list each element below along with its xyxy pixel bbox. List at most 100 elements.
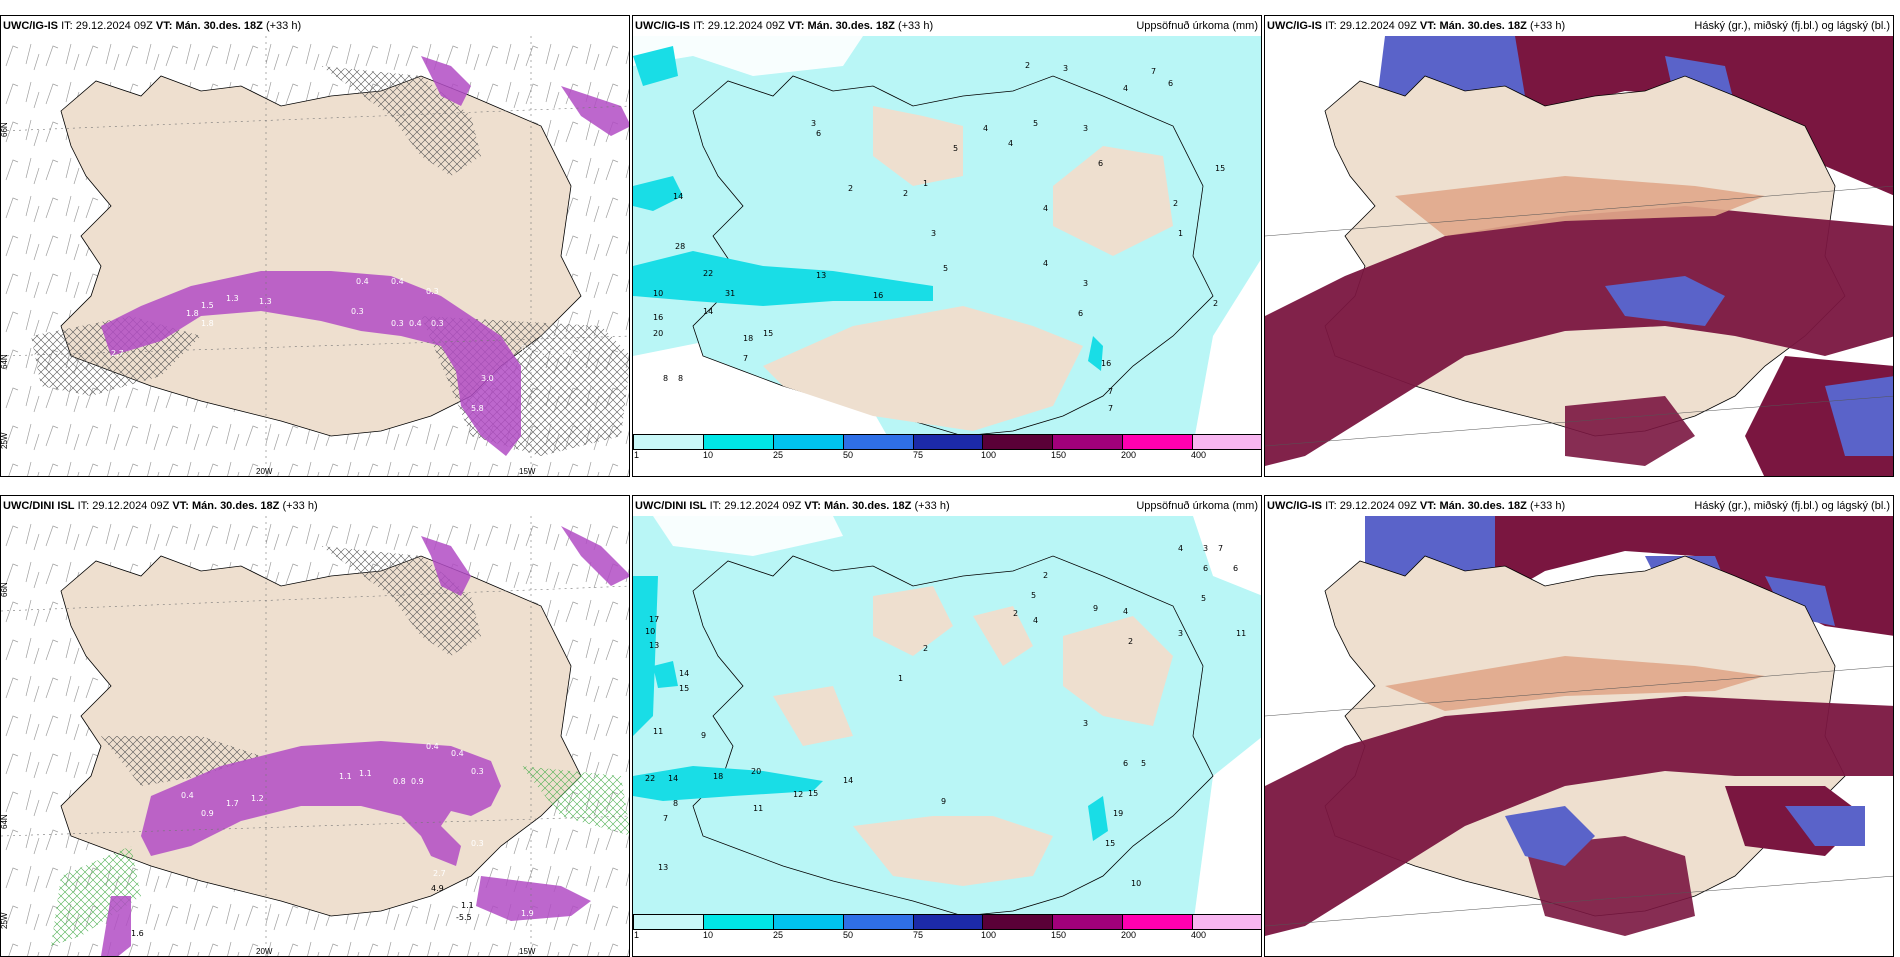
precip-value: 2.7 xyxy=(111,349,124,358)
model-name: UWC/IG-IS xyxy=(1267,20,1322,32)
precip-value: 6 xyxy=(816,129,821,138)
lead-time: (+33 h) xyxy=(1529,500,1566,512)
precip-value: 14 xyxy=(679,669,689,678)
colorbar-label: 100 xyxy=(981,930,997,940)
lon-label: 15W xyxy=(519,947,536,956)
lat-label: 64N xyxy=(1,354,9,369)
precip-value: 5 xyxy=(1031,591,1036,600)
precip-value: 14 xyxy=(668,774,678,783)
dry-area xyxy=(1063,616,1173,726)
precip-value: 20 xyxy=(653,329,663,338)
panel-clouds-ig-is-2: UWC/IG-IS IT: 29.12.2024 09Z VT: Mán. 30… xyxy=(1264,495,1894,957)
precip-value: 18 xyxy=(743,334,753,343)
it-label: IT: xyxy=(1325,500,1337,512)
precip-value: 15 xyxy=(808,789,818,798)
vt-label: VT: xyxy=(155,20,173,32)
colorbar-label: 150 xyxy=(1051,930,1067,940)
vt-label: VT: xyxy=(787,20,805,32)
it-label: IT: xyxy=(1325,20,1337,32)
init-time: 29.12.2024 09Z xyxy=(724,500,802,512)
precip-value: 1.8 xyxy=(201,319,214,328)
colorbar-swatch xyxy=(703,915,774,929)
precip-value: 3 xyxy=(1203,544,1208,553)
init-time: 29.12.2024 09Z xyxy=(1339,20,1417,32)
valid-time: Mán. 30.des. 18Z xyxy=(175,20,263,32)
init-time: 29.12.2024 09Z xyxy=(92,500,170,512)
precip-value: 1 xyxy=(923,179,928,188)
panel-header: UWC/IG-IS IT: 29.12.2024 09Z VT: Mán. 30… xyxy=(633,16,1261,36)
precip-value: 22 xyxy=(703,269,713,278)
vt-label: VT: xyxy=(1419,20,1437,32)
precip-value: 16 xyxy=(873,291,883,300)
precip-value: 16 xyxy=(653,313,663,322)
panel-wind-ig-is: UWC/IG-IS IT: 29.12.2024 09Z VT: Mán. 30… xyxy=(0,15,630,477)
precip-value: 15 xyxy=(1105,839,1115,848)
lat-label: 66N xyxy=(1,122,9,137)
precip-value: 14 xyxy=(703,307,713,316)
precip-value: 10 xyxy=(1131,879,1141,888)
it-label: IT: xyxy=(693,20,705,32)
precip-value: 1.3 xyxy=(259,297,272,306)
colorbar-label: 1 xyxy=(634,450,640,460)
precip-value: 3 xyxy=(1083,124,1088,133)
precip-value: 4 xyxy=(1008,139,1013,148)
panel-title: Háský (gr.), miðský (fj.bl.) og lágský (… xyxy=(1694,500,1890,512)
vt-label: VT: xyxy=(804,500,821,512)
precip-value: 4 xyxy=(983,124,988,133)
precip-value: 7 xyxy=(1108,404,1113,413)
lon-label: 20W xyxy=(256,947,273,956)
colorbar-swatch xyxy=(634,435,704,449)
panel-precip-ig-is: UWC/IG-IS IT: 29.12.2024 09Z VT: Mán. 30… xyxy=(632,15,1262,477)
precip-value: 17 xyxy=(649,615,659,624)
precip-value: 4 xyxy=(1123,84,1128,93)
panel-precip-dini: UWC/DINI ISL IT: 29.12.2024 09Z VT: Mán.… xyxy=(632,495,1262,957)
lat-label: 66N xyxy=(1,582,9,597)
precip-value: 9 xyxy=(941,797,946,806)
precip-value: 4 xyxy=(1178,544,1183,553)
precip-value: 5 xyxy=(1201,594,1206,603)
valid-time: Mán. 30.des. 18Z xyxy=(807,20,895,32)
precip-value: 0.3 xyxy=(521,344,534,353)
precip-value: 3 xyxy=(811,119,816,128)
precip-value: 1.2 xyxy=(251,794,264,803)
precip-value: 6 xyxy=(1168,79,1173,88)
colorbar-label: 400 xyxy=(1191,450,1207,460)
precip-value: 1.9 xyxy=(521,909,534,918)
panel-title: Uppsöfnuð úrkoma (mm) xyxy=(1136,20,1258,32)
precip-value: 2 xyxy=(1213,299,1218,308)
it-label: IT: xyxy=(77,500,90,512)
precip-value: 1.3 xyxy=(226,294,239,303)
cyan-patch-east xyxy=(1088,336,1103,371)
map-area: 66N 64N 25W 20W 15W 0.4 0.4 0.3 1.1 1.1 … xyxy=(1,516,629,956)
colorbar-swatch xyxy=(843,435,914,449)
precip-north xyxy=(421,56,471,106)
precip-value: 16 xyxy=(1101,359,1111,368)
precip-value: 3 xyxy=(931,229,936,238)
precip-value: 3 xyxy=(1063,64,1068,73)
precip-value: 8 xyxy=(663,374,668,383)
colorbar-label: 400 xyxy=(1191,930,1207,940)
panel-clouds-ig-is: UWC/IG-IS IT: 29.12.2024 09Z VT: Mán. 30… xyxy=(1264,15,1894,477)
colorbar-swatch xyxy=(1123,435,1194,449)
dry-area xyxy=(873,586,953,656)
dry-area xyxy=(853,816,1053,886)
colorbar-label: 100 xyxy=(981,450,997,460)
colorbar-swatch xyxy=(1053,435,1124,449)
hatched-area-green xyxy=(521,766,629,836)
precip-value: 2 xyxy=(1013,609,1018,618)
colorbar-labels: 1 10 25 50 75 100 150 200 400 xyxy=(633,450,1261,460)
cloud-map xyxy=(1265,516,1893,956)
panel-header: UWC/DINI ISL IT: 29.12.2024 09Z VT: Mán.… xyxy=(633,496,1261,516)
colorbar-swatch xyxy=(703,435,774,449)
colorbar-swatch xyxy=(1123,915,1194,929)
lead-time: (+33 h) xyxy=(914,500,950,512)
precip-value: 1.1 xyxy=(359,769,372,778)
precip-value: 15 xyxy=(763,329,773,338)
precip-value: 0.3 xyxy=(426,287,439,296)
panel-wind-dini: UWC/DINI ISL IT: 29.12.2024 09Z VT: Mán.… xyxy=(0,495,630,957)
precip-value: 10 xyxy=(653,289,663,298)
model-name: UWC/IG-IS xyxy=(635,20,690,32)
precip-value: 0.4 xyxy=(426,742,439,751)
colorbar-swatch xyxy=(913,915,984,929)
